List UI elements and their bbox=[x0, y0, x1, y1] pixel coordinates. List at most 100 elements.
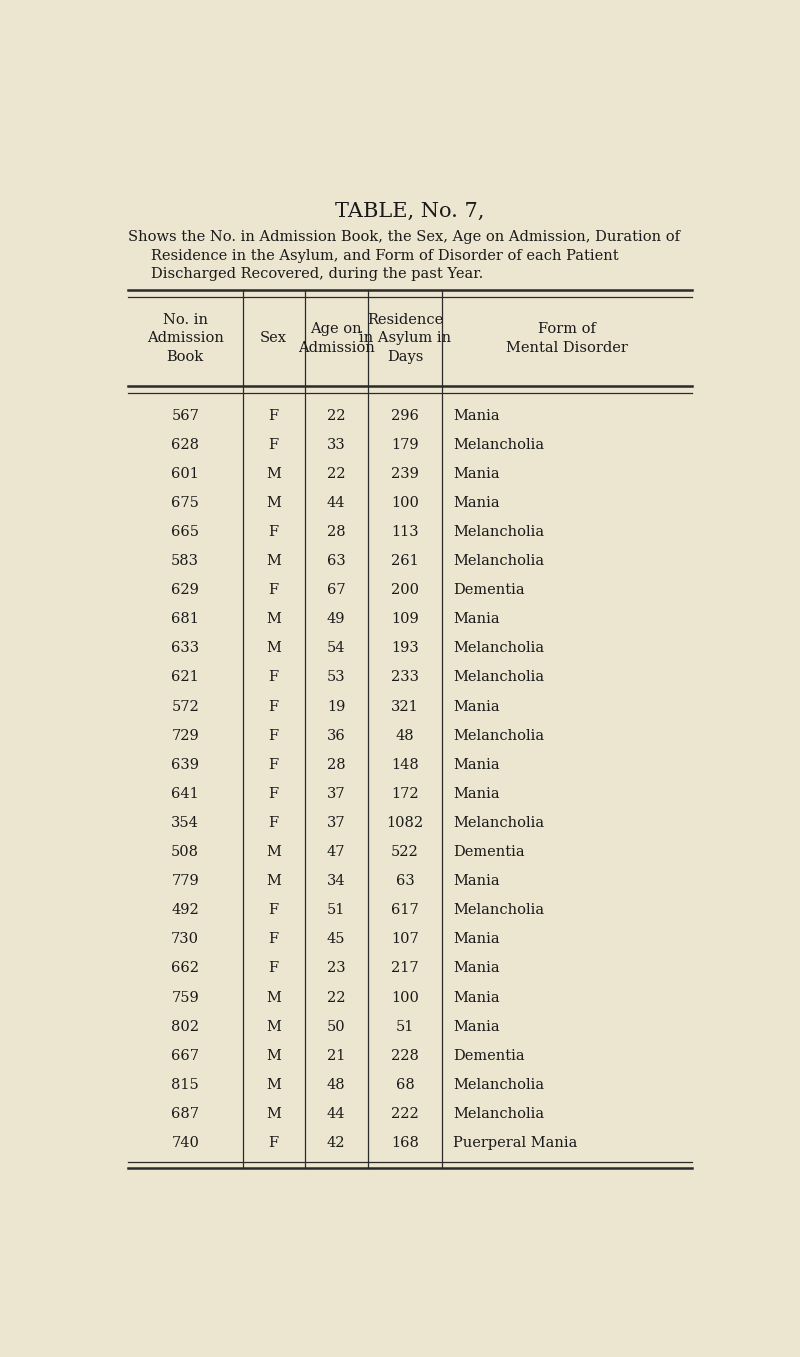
Text: 1082: 1082 bbox=[386, 816, 424, 830]
Text: Mental Disorder: Mental Disorder bbox=[506, 341, 628, 354]
Text: 51: 51 bbox=[327, 904, 346, 917]
Text: Admission: Admission bbox=[147, 331, 224, 346]
Text: 730: 730 bbox=[171, 932, 199, 946]
Text: M: M bbox=[266, 1107, 281, 1121]
Text: 522: 522 bbox=[391, 845, 419, 859]
Text: F: F bbox=[269, 584, 278, 597]
Text: 572: 572 bbox=[171, 700, 199, 714]
Text: 601: 601 bbox=[171, 467, 199, 480]
Text: M: M bbox=[266, 845, 281, 859]
Text: 492: 492 bbox=[171, 904, 199, 917]
Text: 22: 22 bbox=[327, 467, 346, 480]
Text: M: M bbox=[266, 554, 281, 569]
Text: Melancholia: Melancholia bbox=[454, 904, 545, 917]
Text: 665: 665 bbox=[171, 525, 199, 539]
Text: 44: 44 bbox=[327, 1107, 346, 1121]
Text: 34: 34 bbox=[327, 874, 346, 889]
Text: 22: 22 bbox=[327, 408, 346, 422]
Text: 68: 68 bbox=[396, 1077, 414, 1092]
Text: Mania: Mania bbox=[454, 757, 500, 772]
Text: 51: 51 bbox=[396, 1019, 414, 1034]
Text: 633: 633 bbox=[171, 642, 199, 655]
Text: M: M bbox=[266, 1049, 281, 1063]
Text: 28: 28 bbox=[327, 525, 346, 539]
Text: 200: 200 bbox=[391, 584, 419, 597]
Text: 729: 729 bbox=[171, 729, 199, 742]
Text: 23: 23 bbox=[327, 962, 346, 976]
Text: Puerperal Mania: Puerperal Mania bbox=[454, 1136, 578, 1149]
Text: 217: 217 bbox=[391, 962, 419, 976]
Text: F: F bbox=[269, 438, 278, 452]
Text: 354: 354 bbox=[171, 816, 199, 830]
Text: 48: 48 bbox=[396, 729, 414, 742]
Text: No. in: No. in bbox=[162, 312, 208, 327]
Text: M: M bbox=[266, 467, 281, 480]
Text: 44: 44 bbox=[327, 495, 346, 510]
Text: 63: 63 bbox=[396, 874, 414, 889]
Text: 629: 629 bbox=[171, 584, 199, 597]
Text: 36: 36 bbox=[327, 729, 346, 742]
Text: Mania: Mania bbox=[454, 1019, 500, 1034]
Text: Melancholia: Melancholia bbox=[454, 1107, 545, 1121]
Text: 53: 53 bbox=[327, 670, 346, 684]
Text: 37: 37 bbox=[327, 816, 346, 830]
Text: Melancholia: Melancholia bbox=[454, 670, 545, 684]
Text: 22: 22 bbox=[327, 991, 346, 1004]
Text: 628: 628 bbox=[171, 438, 199, 452]
Text: F: F bbox=[269, 757, 278, 772]
Text: F: F bbox=[269, 700, 278, 714]
Text: 49: 49 bbox=[327, 612, 346, 627]
Text: 740: 740 bbox=[171, 1136, 199, 1149]
Text: 19: 19 bbox=[327, 700, 346, 714]
Text: 47: 47 bbox=[327, 845, 346, 859]
Text: 779: 779 bbox=[171, 874, 199, 889]
Text: F: F bbox=[269, 1136, 278, 1149]
Text: 45: 45 bbox=[327, 932, 346, 946]
Text: F: F bbox=[269, 932, 278, 946]
Text: 321: 321 bbox=[391, 700, 419, 714]
Text: Dementia: Dementia bbox=[454, 1049, 525, 1063]
Text: Discharged Recovered, during the past Year.: Discharged Recovered, during the past Ye… bbox=[151, 267, 484, 281]
Text: Melancholia: Melancholia bbox=[454, 1077, 545, 1092]
Text: M: M bbox=[266, 1019, 281, 1034]
Text: TABLE, No. 7,: TABLE, No. 7, bbox=[335, 201, 485, 220]
Text: 508: 508 bbox=[171, 845, 199, 859]
Text: 33: 33 bbox=[327, 438, 346, 452]
Text: M: M bbox=[266, 991, 281, 1004]
Text: 567: 567 bbox=[171, 408, 199, 422]
Text: M: M bbox=[266, 642, 281, 655]
Text: Dementia: Dementia bbox=[454, 584, 525, 597]
Text: 28: 28 bbox=[327, 757, 346, 772]
Text: 802: 802 bbox=[171, 1019, 199, 1034]
Text: 67: 67 bbox=[327, 584, 346, 597]
Text: 296: 296 bbox=[391, 408, 419, 422]
Text: M: M bbox=[266, 612, 281, 627]
Text: 621: 621 bbox=[171, 670, 199, 684]
Text: 641: 641 bbox=[171, 787, 199, 801]
Text: Mania: Mania bbox=[454, 991, 500, 1004]
Text: 113: 113 bbox=[391, 525, 419, 539]
Text: Mania: Mania bbox=[454, 962, 500, 976]
Text: 109: 109 bbox=[391, 612, 419, 627]
Text: 148: 148 bbox=[391, 757, 419, 772]
Text: 100: 100 bbox=[391, 991, 419, 1004]
Text: Admission: Admission bbox=[298, 341, 374, 354]
Text: Mania: Mania bbox=[454, 467, 500, 480]
Text: Days: Days bbox=[387, 350, 423, 364]
Text: 222: 222 bbox=[391, 1107, 419, 1121]
Text: Melancholia: Melancholia bbox=[454, 816, 545, 830]
Text: F: F bbox=[269, 904, 278, 917]
Text: 107: 107 bbox=[391, 932, 419, 946]
Text: Book: Book bbox=[166, 350, 204, 364]
Text: F: F bbox=[269, 670, 278, 684]
Text: Melancholia: Melancholia bbox=[454, 525, 545, 539]
Text: 54: 54 bbox=[327, 642, 346, 655]
Text: 639: 639 bbox=[171, 757, 199, 772]
Text: M: M bbox=[266, 1077, 281, 1092]
Text: F: F bbox=[269, 787, 278, 801]
Text: 233: 233 bbox=[391, 670, 419, 684]
Text: 815: 815 bbox=[171, 1077, 199, 1092]
Text: 179: 179 bbox=[391, 438, 419, 452]
Text: Shows the No. in Admission Book, the Sex, Age on Admission, Duration of: Shows the No. in Admission Book, the Sex… bbox=[128, 229, 680, 244]
Text: Mania: Mania bbox=[454, 787, 500, 801]
